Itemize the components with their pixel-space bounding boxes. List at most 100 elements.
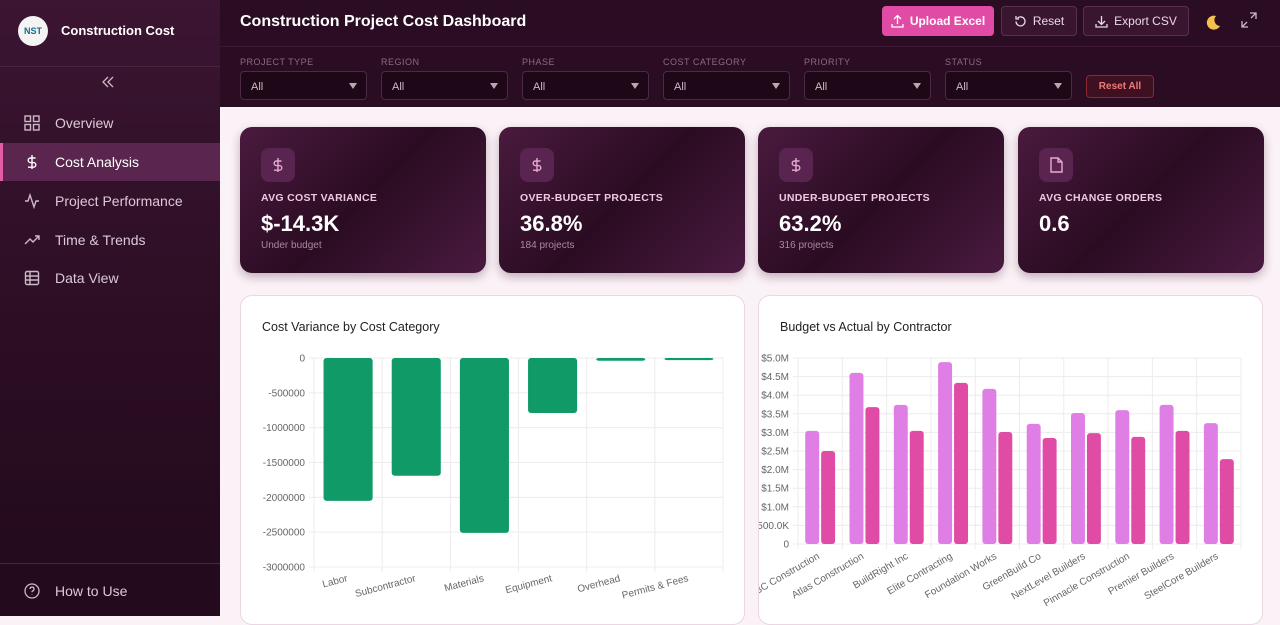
- bar: [909, 430, 924, 544]
- y-tick-label: $4.0M: [761, 391, 789, 402]
- filter-select[interactable]: All: [804, 71, 931, 100]
- y-tick-label: $500.0K: [759, 521, 789, 532]
- collapse-button[interactable]: [101, 75, 115, 89]
- kpi-label: AVG CHANGE ORDERS: [1039, 192, 1163, 204]
- button-label: Export CSV: [1114, 14, 1177, 28]
- icon: [27, 155, 37, 169]
- bar: [459, 358, 509, 533]
- bar: [982, 388, 997, 544]
- bar: [938, 362, 953, 544]
- bar: [865, 407, 880, 544]
- bar: [1086, 433, 1101, 544]
- kpi-sub: Under budget: [261, 240, 322, 251]
- upload-button[interactable]: Upload Excel: [882, 6, 994, 36]
- bar: [528, 358, 578, 414]
- fullscreen-button[interactable]: [1241, 12, 1257, 28]
- icon: [891, 14, 904, 28]
- kpi-value: $-14.3K: [261, 211, 340, 236]
- kpi-value: 0.6: [1039, 211, 1070, 236]
- bar: [821, 451, 836, 544]
- filter-label: REGION: [381, 57, 420, 67]
- y-tick-label: $4.5M: [761, 372, 789, 383]
- divider: [0, 563, 220, 564]
- kpi-icon: [779, 148, 813, 182]
- y-tick-label: $2.0M: [761, 465, 789, 476]
- filter-label: COST CATEGORY: [663, 57, 747, 67]
- bar: [805, 430, 820, 544]
- nav-item[interactable]: Data View: [0, 259, 220, 297]
- bar: [596, 358, 646, 361]
- nav-item[interactable]: Time & Trends: [0, 221, 220, 259]
- bar: [1071, 413, 1085, 544]
- bar: [1042, 437, 1057, 544]
- kpi-label: UNDER-BUDGET PROJECTS: [779, 192, 930, 204]
- y-tick-label: 0: [783, 540, 789, 551]
- icon: [273, 158, 283, 172]
- chart-card: Cost Variance by Cost Category 0 -500000 -1…: [240, 295, 745, 625]
- bar: [1203, 423, 1218, 544]
- chart-title: Cost Variance by Cost Category: [262, 320, 440, 334]
- icon: [1095, 15, 1108, 28]
- y-tick-label: -2000000: [263, 493, 306, 504]
- nav-label: Data View: [55, 270, 119, 286]
- y-tick-label: $2.5M: [761, 447, 789, 458]
- nav-item[interactable]: Project Performance: [0, 182, 220, 220]
- x-tick-label: Subcontractor: [354, 573, 418, 600]
- icon: [24, 235, 40, 245]
- theme-toggle[interactable]: [1204, 14, 1222, 32]
- filter-label: PRIORITY: [804, 57, 851, 67]
- kpi-value: 63.2%: [779, 211, 842, 236]
- icon: [791, 158, 801, 172]
- nav-label: Time & Trends: [55, 232, 146, 248]
- reset-button[interactable]: Reset: [1001, 6, 1077, 36]
- kpi-card: OVER-BUDGET PROJECTS 36.8% 184 projects: [499, 127, 745, 273]
- bar: [1219, 459, 1234, 544]
- icon: [532, 158, 542, 172]
- icon: [1050, 157, 1063, 173]
- y-tick-label: -500000: [268, 388, 305, 399]
- y-tick-label: $5.0M: [761, 354, 789, 365]
- nav-item[interactable]: Overview: [0, 104, 220, 142]
- filter-select[interactable]: All: [381, 71, 508, 100]
- bar: [391, 358, 441, 476]
- reset-all-button[interactable]: Reset All: [1086, 75, 1154, 98]
- filter-select[interactable]: All: [240, 71, 367, 100]
- kpi-label: AVG COST VARIANCE: [261, 192, 378, 204]
- x-tick-label: Equipment: [504, 573, 553, 596]
- y-tick-label: -1000000: [263, 423, 306, 434]
- filter-label: STATUS: [945, 57, 983, 67]
- help-link[interactable]: How to Use: [0, 572, 220, 610]
- kpi-value: 36.8%: [520, 211, 583, 236]
- chart: Budget vs Actual by Contractor 0 $500.0K $1…: [759, 320, 1242, 609]
- kpi-label: OVER-BUDGET PROJECTS: [520, 192, 664, 204]
- icon: [24, 583, 40, 599]
- bar: [664, 358, 714, 361]
- x-tick-label: Overhead: [576, 573, 621, 595]
- page-title: Construction Project Cost Dashboard: [240, 13, 527, 30]
- bar: [1159, 404, 1174, 544]
- x-tick-label: NextLevel Builders: [1010, 551, 1088, 602]
- kpi-icon: [520, 148, 554, 182]
- x-tick-label: SteelCore Builders: [1143, 551, 1221, 602]
- divider: [220, 46, 1280, 47]
- kpi-sub: 184 projects: [520, 240, 575, 251]
- logo: NST: [18, 16, 48, 46]
- bar: [1175, 430, 1190, 544]
- filter-select[interactable]: All: [663, 71, 790, 100]
- bar: [849, 372, 864, 544]
- chart-card: Budget vs Actual by Contractor 0 $500.0K $1…: [758, 295, 1263, 625]
- kpi-icon: [1039, 148, 1073, 182]
- x-tick-label: Labor: [321, 573, 349, 590]
- nav-label: Overview: [55, 115, 114, 131]
- icon: [25, 193, 39, 209]
- filter-select[interactable]: All: [945, 71, 1072, 100]
- kpi-card: AVG COST VARIANCE $-14.3K Under budget: [240, 127, 486, 273]
- y-tick-label: 0: [299, 354, 305, 365]
- bar: [1115, 410, 1130, 544]
- filter-select[interactable]: All: [522, 71, 649, 100]
- export-button[interactable]: Export CSV: [1083, 6, 1189, 36]
- button-label: Reset: [1032, 14, 1065, 28]
- nav-item[interactable]: Cost Analysis: [0, 143, 220, 181]
- button-label: Upload Excel: [909, 14, 986, 28]
